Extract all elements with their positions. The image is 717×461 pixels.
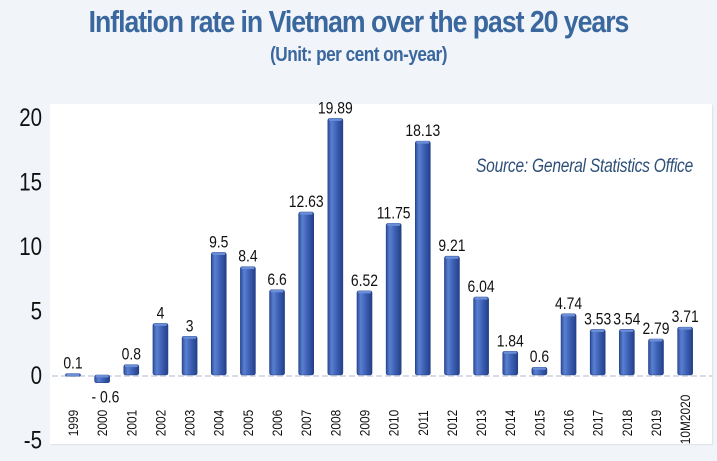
x-tick-label: 2000 [94, 410, 110, 436]
chart-subtitle: (Unit: per cent on-year) [270, 44, 447, 66]
data-label: 12.63 [289, 193, 324, 212]
y-tick-label: 20 [19, 103, 42, 131]
bar [210, 252, 227, 376]
bar-cap [299, 212, 313, 215]
data-label: 9.5 [209, 233, 228, 252]
bar [414, 140, 431, 376]
x-tick-label: 2006 [269, 410, 285, 436]
bar-cap [532, 367, 546, 370]
x-tick-label: 10M2020 [677, 395, 693, 445]
data-label: 6.52 [351, 272, 378, 291]
data-label: 2.79 [642, 320, 669, 339]
data-label: 6.6 [267, 271, 286, 290]
y-tick-label: -5 [24, 426, 42, 454]
x-tick-label: 2014 [502, 410, 518, 436]
x-tick-label: 2003 [182, 410, 198, 436]
data-label: 0.6 [530, 348, 549, 367]
bar-cap [678, 327, 692, 330]
x-tick-label: 2009 [357, 410, 373, 436]
data-label: 3 [186, 317, 194, 336]
x-tick-label: 2004 [211, 410, 227, 436]
x-axis: 1999 2000 2001 2002 2003 2004 2005 2006 2007 2008… [65, 395, 693, 445]
bar-cap [591, 329, 605, 332]
data-label: - 0.6 [91, 389, 119, 408]
bar [677, 326, 693, 376]
x-tick-label: 2011 [415, 410, 431, 436]
x-tick-label: 1999 [65, 410, 81, 436]
bar [269, 289, 285, 376]
bar-cap [445, 256, 459, 259]
x-tick-label: 2016 [561, 410, 577, 436]
x-tick-label: 2007 [298, 410, 314, 436]
x-tick-label: 2019 [648, 410, 664, 436]
x-tick-label: 2001 [123, 410, 139, 436]
data-label: 19.89 [318, 99, 353, 118]
bar [648, 338, 664, 376]
bar-cap [328, 118, 342, 121]
x-tick-label: 2013 [473, 410, 489, 436]
bar-cap [124, 364, 138, 368]
bars [65, 118, 693, 384]
data-label: 6.04 [468, 278, 495, 297]
bar-cap [241, 266, 255, 270]
x-tick-label: 2017 [590, 410, 606, 436]
bar [181, 335, 198, 376]
bar-cap [95, 375, 109, 378]
data-label: 3.54 [613, 310, 640, 329]
data-label: 11.75 [377, 204, 411, 223]
bar [152, 323, 169, 376]
bar-cap [416, 141, 430, 144]
bar-cap [474, 297, 488, 300]
x-tick-label: 2005 [240, 410, 256, 436]
y-tick-label: 15 [19, 168, 42, 196]
bar [473, 296, 489, 376]
data-label: 9.21 [438, 237, 465, 256]
bar-cap [358, 290, 371, 294]
bar [240, 266, 256, 376]
bar [502, 350, 519, 376]
data-label: 1.84 [497, 332, 524, 351]
bar [356, 290, 373, 376]
x-tick-label: 2015 [531, 410, 547, 436]
y-tick-label: 0 [31, 361, 42, 389]
bar-cap [153, 323, 167, 326]
plot-area [50, 104, 712, 444]
data-label: 4 [157, 304, 165, 323]
data-labels: 0.1 - 0.6 0.8 4 3 9.5 8.4 6.6 12.63 19.89 6.52 11.7… [63, 99, 698, 407]
bar-cap [620, 329, 634, 332]
x-tick-label: 2012 [444, 410, 460, 436]
data-label: 0.1 [63, 354, 82, 373]
bar [560, 313, 577, 376]
data-label: 0.8 [122, 345, 141, 364]
bar [589, 329, 606, 376]
data-label: 3.71 [672, 308, 699, 327]
bar [385, 223, 402, 376]
source-note: Source: General Statistics Office [476, 156, 694, 177]
bar-cap [183, 336, 197, 339]
bar-cap [503, 351, 517, 354]
data-label: 18.13 [405, 122, 440, 141]
bar [327, 118, 344, 376]
bar-cap [270, 289, 284, 293]
bar-cap [562, 313, 576, 317]
bar-cap [387, 223, 401, 226]
bar [444, 255, 460, 376]
data-label: 8.4 [238, 247, 258, 266]
bar-cap [212, 252, 226, 255]
chart-title: Inflation rate in Vietnam over the past … [88, 4, 630, 39]
bar [619, 329, 635, 376]
data-label: 4.74 [555, 295, 582, 314]
y-axis: -5 0 5 10 15 20 [19, 103, 42, 454]
y-tick-label: 5 [31, 297, 42, 325]
data-label: 3.53 [584, 310, 611, 329]
bar-cap [649, 339, 663, 342]
x-tick-label: 2008 [327, 410, 343, 436]
x-tick-label: 2010 [386, 410, 402, 436]
x-tick-label: 2002 [153, 410, 169, 436]
bar [298, 211, 315, 376]
x-tick-label: 2018 [619, 410, 635, 436]
bar-cap [66, 373, 80, 377]
y-tick-label: 10 [19, 232, 42, 260]
